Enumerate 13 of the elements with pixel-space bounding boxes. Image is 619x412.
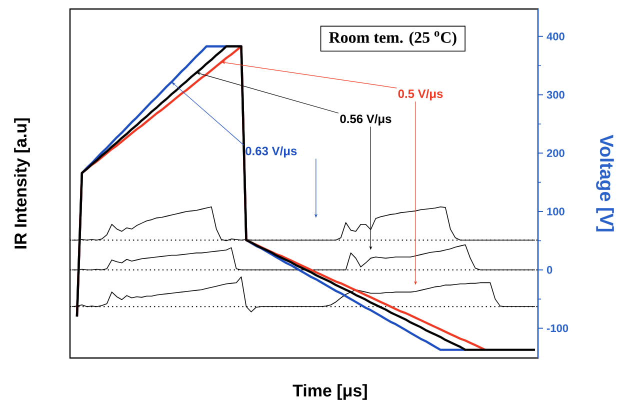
y-tick-label: 300 — [546, 90, 564, 99]
annotation: Room tem. (25 $^{o}$C) — [329, 31, 456, 46]
text: 0.56 V/μs — [340, 114, 392, 126]
y-tick-label: -100 — [546, 324, 568, 332]
y-tick-label: 100 — [547, 208, 564, 216]
text: 0.5 V/μs — [398, 89, 443, 100]
x-axis-title: Time [μs] — [292, 384, 367, 400]
y-tick-label: 400 — [546, 32, 564, 40]
y-tick-label: 0 — [546, 266, 552, 274]
y-tick-label: 200 — [546, 149, 564, 158]
y2-axis-title: Voltage [V] — [596, 134, 614, 232]
series-label: 0.63 V/μs — [246, 146, 297, 158]
y-axis-title: IR Intensity [a.u] — [14, 118, 30, 248]
